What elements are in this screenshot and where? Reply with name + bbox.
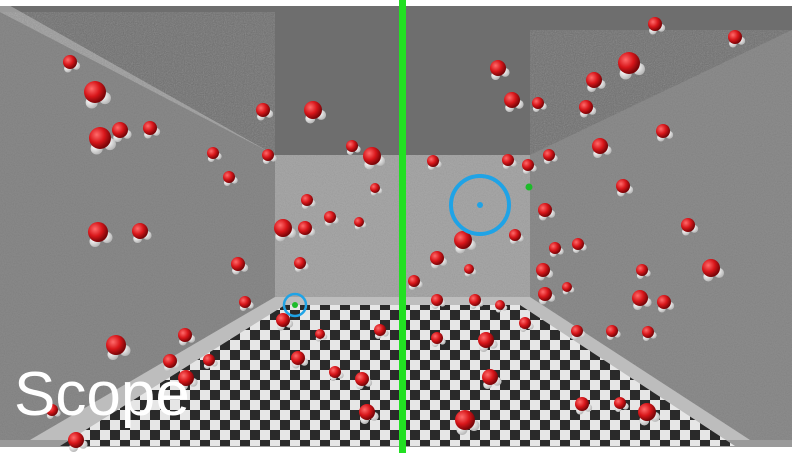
water-molecule	[464, 264, 477, 277]
water-molecule	[346, 140, 361, 155]
water-molecule	[478, 332, 498, 352]
water-molecule	[231, 257, 249, 275]
cursor-ring	[449, 174, 511, 236]
water-molecule	[562, 282, 575, 295]
water-molecule	[614, 397, 629, 413]
water-molecule	[538, 287, 556, 305]
water-molecule	[455, 410, 480, 435]
water-molecule	[522, 159, 537, 174]
water-molecules	[46, 17, 746, 452]
water-molecule	[207, 147, 222, 162]
water-molecule	[482, 369, 502, 389]
water-molecule	[298, 221, 316, 239]
water-molecule	[504, 92, 524, 112]
water-molecule	[63, 55, 81, 73]
water-molecule	[374, 324, 389, 340]
water-molecule	[509, 229, 524, 244]
water-molecule	[274, 219, 297, 242]
water-molecule	[454, 231, 477, 254]
water-molecule	[315, 329, 328, 342]
water-molecule	[46, 404, 61, 420]
water-molecule	[575, 397, 593, 415]
water-molecule	[291, 351, 309, 369]
water-molecule	[84, 81, 111, 109]
water-molecule	[572, 238, 587, 253]
water-molecule	[68, 432, 88, 452]
water-molecule	[203, 354, 218, 370]
divider-line	[399, 0, 406, 453]
water-molecule	[239, 296, 254, 312]
water-molecule	[430, 251, 448, 269]
water-molecule	[636, 264, 651, 280]
water-molecule	[178, 370, 198, 390]
water-molecule	[642, 326, 657, 342]
water-molecule	[304, 101, 327, 124]
water-molecule	[656, 124, 674, 142]
water-molecule	[256, 103, 274, 121]
water-molecule	[370, 183, 383, 196]
water-molecule	[431, 332, 446, 348]
water-molecule	[89, 127, 116, 155]
water-molecule	[431, 294, 446, 310]
water-molecule	[519, 317, 534, 333]
water-molecule	[632, 290, 652, 310]
water-molecule	[427, 155, 442, 170]
water-molecule	[536, 263, 554, 281]
far-cursor-ring	[282, 292, 308, 318]
far-cursor-dot	[292, 302, 298, 308]
water-molecule	[178, 328, 196, 346]
water-molecule	[702, 259, 725, 282]
water-molecule	[324, 211, 339, 226]
right-wall	[530, 30, 792, 440]
scene-label: Scope	[14, 360, 190, 429]
cursor-center-dot	[477, 202, 483, 208]
water-molecule	[606, 325, 621, 341]
water-molecule	[728, 30, 746, 48]
water-molecule	[355, 372, 373, 390]
water-molecule	[502, 154, 517, 169]
water-molecule	[571, 325, 586, 341]
water-molecule	[363, 147, 386, 170]
water-molecule	[301, 194, 316, 209]
green-marker	[525, 183, 533, 191]
checkered-floor	[60, 305, 735, 446]
ceiling-strip	[0, 0, 792, 155]
water-molecule	[163, 354, 181, 372]
water-molecule	[579, 100, 597, 118]
water-molecule	[408, 275, 423, 291]
water-molecule	[329, 366, 344, 382]
water-molecule	[618, 52, 645, 80]
water-molecule	[354, 217, 367, 230]
water-molecule	[616, 179, 634, 197]
water-molecule	[106, 335, 131, 360]
water-molecule	[276, 313, 294, 331]
water-molecule	[681, 218, 699, 236]
water-molecule	[648, 17, 666, 35]
water-molecule	[549, 242, 564, 257]
water-molecule	[592, 138, 612, 159]
water-molecule	[469, 294, 484, 310]
water-molecule	[132, 223, 152, 244]
water-molecule	[657, 295, 675, 313]
water-molecule	[490, 60, 510, 80]
water-molecule	[495, 300, 508, 313]
water-molecule	[532, 97, 547, 112]
water-molecule	[638, 403, 661, 426]
water-molecule	[262, 149, 277, 164]
water-molecule	[143, 121, 161, 139]
water-molecule	[112, 122, 132, 143]
water-molecule	[586, 72, 606, 92]
water-molecule	[538, 203, 556, 221]
water-molecule	[543, 149, 558, 164]
water-molecule	[294, 257, 309, 273]
water-molecule	[88, 222, 113, 247]
water-molecule	[359, 404, 379, 424]
water-molecule	[223, 171, 238, 186]
